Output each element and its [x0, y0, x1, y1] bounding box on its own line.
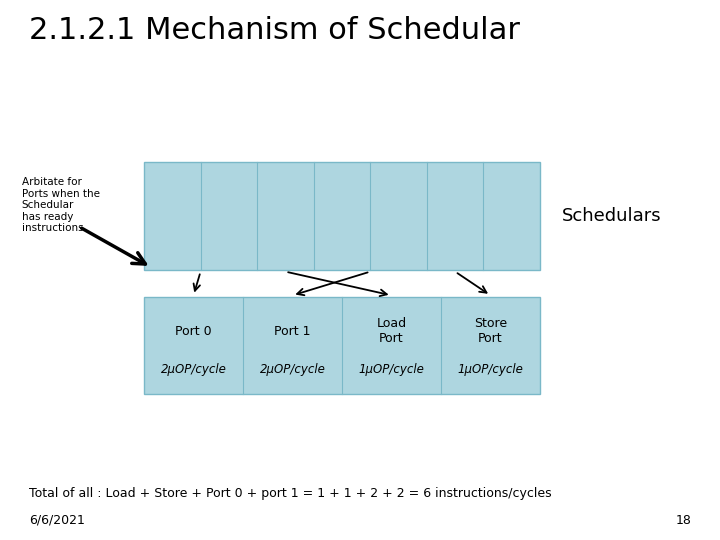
Bar [144, 297, 540, 394]
Text: Load
Port: Load Port [377, 317, 407, 345]
Text: Store
Port: Store Port [474, 317, 507, 345]
Text: Arbitate for
Ports when the
Schedular
has ready
instructions: Arbitate for Ports when the Schedular ha… [22, 177, 99, 233]
Text: 18: 18 [675, 514, 691, 526]
Text: 1μOP/cycle: 1μOP/cycle [458, 363, 523, 376]
Text: 1μOP/cycle: 1μOP/cycle [359, 363, 424, 376]
Text: 2μOP/cycle: 2μOP/cycle [260, 363, 325, 376]
Text: 2μOP/cycle: 2μOP/cycle [161, 363, 226, 376]
Bar [144, 162, 540, 270]
Text: 6/6/2021: 6/6/2021 [29, 514, 85, 526]
Text: Port 1: Port 1 [274, 325, 311, 338]
Text: Schedulars: Schedulars [562, 207, 661, 225]
Text: Port 0: Port 0 [175, 325, 212, 338]
Text: 2.1.2.1 Mechanism of Schedular: 2.1.2.1 Mechanism of Schedular [29, 16, 520, 45]
Text: Total of all : Load + Store + Port 0 + port 1 = 1 + 1 + 2 + 2 = 6 instructions/c: Total of all : Load + Store + Port 0 + p… [29, 487, 552, 500]
